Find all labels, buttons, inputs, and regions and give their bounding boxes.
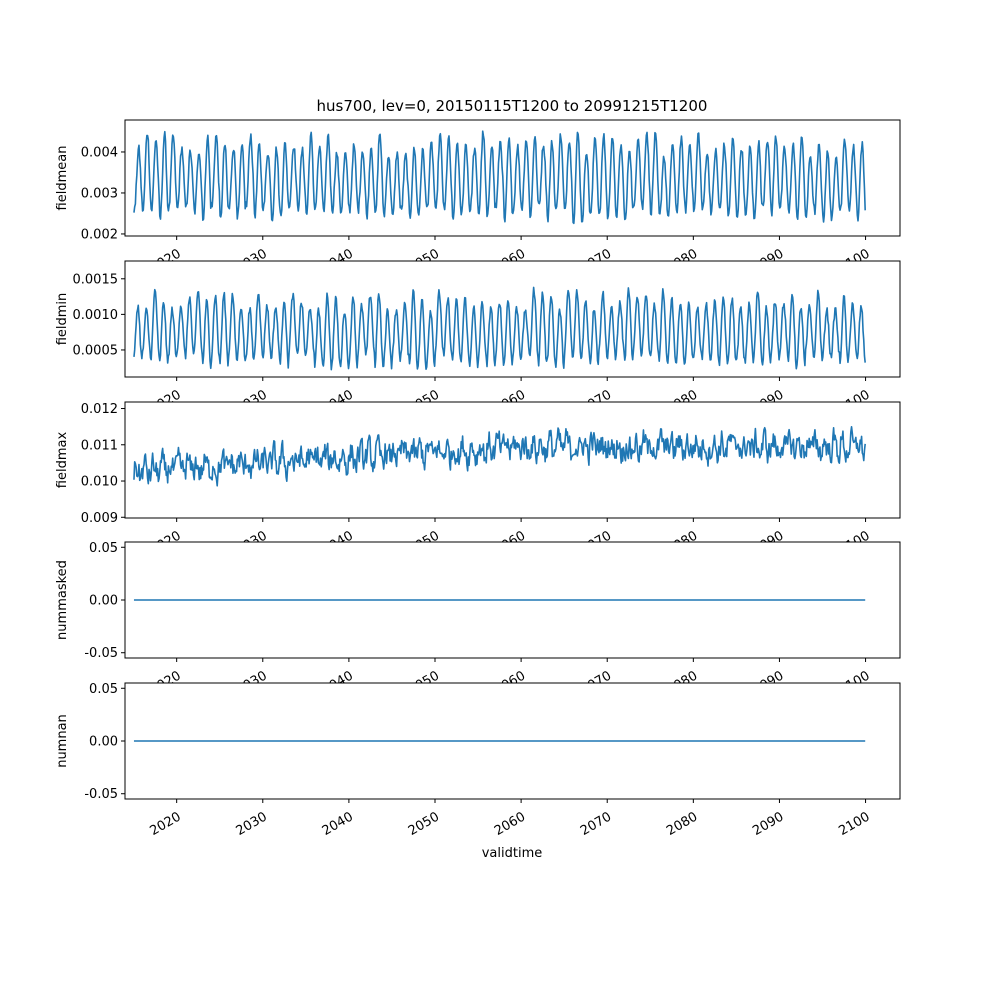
- panel-fieldmin: 0.00050.00100.0015fieldmin20202030204020…: [55, 260, 901, 402]
- y-tick-label: -0.05: [84, 787, 118, 802]
- y-tick-label: 0.009: [81, 511, 118, 526]
- y-tick-label: 0.002: [81, 227, 118, 242]
- series-line-fieldmax: [133, 425, 866, 487]
- y-tick-label: -0.05: [84, 646, 118, 661]
- y-axis-label: nummasked: [55, 560, 70, 640]
- y-tick-label: 0.003: [81, 186, 118, 201]
- y-tick-label: 0.012: [81, 402, 118, 417]
- y-axis-label: numnan: [55, 714, 70, 768]
- y-axis-label: fieldmean: [55, 146, 70, 211]
- y-tick-label: 0.004: [81, 145, 118, 160]
- y-tick-label: 0.05: [89, 541, 118, 556]
- axes-frame: [124, 260, 901, 378]
- y-tick-label: 0.0015: [73, 272, 119, 287]
- y-tick-label: 0.00: [89, 735, 118, 750]
- y-tick-label: 0.010: [81, 475, 118, 490]
- series-line-fieldmin: [133, 286, 866, 371]
- y-tick-label: 0.05: [89, 682, 118, 697]
- y-axis-label: fieldmax: [55, 432, 70, 489]
- y-tick-label: 0.0010: [73, 308, 119, 323]
- axes-frame: [124, 401, 901, 519]
- y-tick-label: 0.011: [81, 438, 118, 453]
- y-tick-label: 0.00: [89, 594, 118, 609]
- y-tick-label: 0.0005: [73, 343, 119, 358]
- series-line-fieldmean: [133, 130, 866, 225]
- chart-title: hus700, lev=0, 20150115T1200 to 20991215…: [317, 97, 708, 115]
- x-axis-label: validtime: [482, 846, 543, 861]
- y-axis-label: fieldmin: [55, 293, 70, 346]
- axes-frame: [124, 119, 901, 237]
